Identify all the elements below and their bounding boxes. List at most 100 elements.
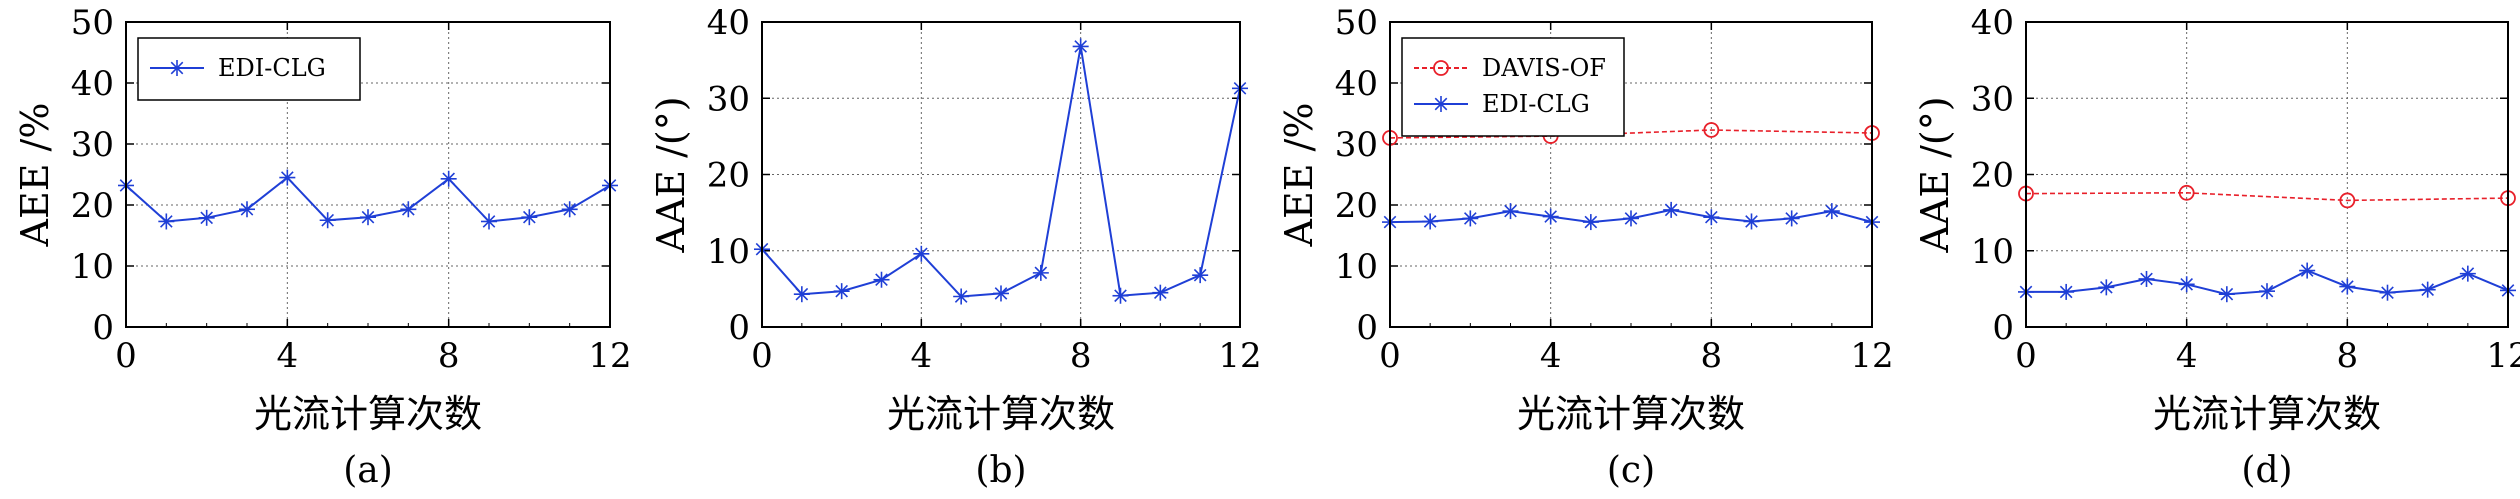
data-point	[2379, 284, 2396, 301]
chart-panel-c: 0 4 8 12 0 10 20 30 40 50 光流计算次数 AEE /% (c) DAVIS-OF E…	[1277, 3, 1894, 491]
x-tick-label: 8	[1701, 336, 1723, 376]
data-point	[1663, 201, 1680, 218]
y-tick-label: 40	[1335, 64, 1378, 104]
y-tick-label: 20	[1971, 156, 2014, 196]
legend-label: EDI-CLG	[218, 54, 326, 82]
y-tick-label: 40	[71, 64, 114, 104]
axes-frame	[125, 21, 611, 328]
data-point	[400, 201, 417, 218]
axes-frame	[761, 21, 1241, 328]
x-tick-label: 0	[751, 336, 773, 376]
x-axis-label: 光流计算次数	[2153, 392, 2381, 436]
data-point	[793, 286, 810, 303]
data-point	[2058, 283, 2075, 300]
data-point	[1422, 213, 1439, 230]
data-point	[1032, 264, 1049, 281]
data-point	[1542, 208, 1559, 225]
y-axis-label: AAE /(°)	[1913, 96, 1957, 253]
series-edi-clg	[1382, 201, 1880, 231]
panel-label: (d)	[2241, 450, 2292, 491]
x-tick-label: 0	[115, 336, 137, 376]
data-point	[2339, 192, 2356, 209]
x-axis-label: 光流计算次数	[1517, 392, 1745, 436]
data-point	[1112, 287, 1129, 304]
y-tick-label: 30	[1335, 125, 1378, 165]
y-tick-label: 20	[71, 186, 114, 226]
data-point	[1743, 213, 1760, 230]
data-point	[2218, 286, 2235, 303]
y-axis-label: AEE /%	[1277, 103, 1321, 248]
y-tick-label: 0	[1992, 308, 2014, 348]
panel-label: (b)	[975, 450, 1026, 491]
legend-box	[1401, 37, 1625, 137]
x-tick-label: 12	[588, 336, 631, 376]
data-point	[481, 213, 497, 230]
data-point	[1823, 203, 1840, 220]
x-tick-label: 12	[1850, 336, 1893, 376]
series-line	[2025, 191, 2509, 202]
legend-marker	[169, 60, 185, 76]
data-point	[1703, 122, 1720, 138]
data-point	[279, 169, 296, 186]
data-point	[1072, 38, 1089, 55]
chart-panel-b: 0 4 8 12 0 10 20 30 40 光流计算次数 AAE /(°) (b)	[649, 3, 1262, 491]
y-tick-label: 0	[728, 308, 750, 348]
x-tick-label: 12	[2486, 336, 2520, 376]
data-point	[521, 209, 538, 226]
y-tick-label: 10	[1971, 232, 2014, 272]
legend: EDI-CLG	[137, 37, 361, 101]
x-tick-label: 0	[2015, 336, 2037, 376]
x-tick-label: 4	[2176, 336, 2198, 376]
data-point	[2299, 262, 2316, 279]
y-tick-label: 10	[71, 247, 114, 287]
plot-area	[762, 22, 1240, 327]
data-point	[953, 288, 970, 305]
data-point	[2098, 279, 2115, 296]
x-axis-label: 光流计算次数	[887, 392, 1115, 436]
y-tick-label: 30	[1971, 79, 2014, 119]
legend-marker	[1433, 96, 1449, 112]
data-point	[158, 213, 175, 230]
axes-frame	[1389, 21, 1873, 328]
panel-label: (c)	[1607, 450, 1655, 491]
x-tick-label: 4	[277, 336, 299, 376]
data-point	[2178, 184, 2195, 201]
axes-frame	[2025, 21, 2509, 328]
series-edi-clg	[118, 169, 618, 230]
x-axis-label: 光流计算次数	[254, 392, 482, 436]
data-point	[1582, 214, 1599, 231]
data-point	[561, 201, 578, 218]
x-tick-label: 0	[1379, 336, 1401, 376]
y-tick-label: 20	[1335, 186, 1378, 226]
y-tick-label: 10	[1335, 247, 1378, 287]
data-point	[2459, 265, 2476, 282]
data-point	[2259, 283, 2275, 300]
data-point	[360, 209, 376, 226]
y-tick-label: 10	[707, 232, 750, 272]
data-point	[198, 209, 215, 226]
y-tick-label: 40	[707, 3, 750, 43]
x-tick-label: 12	[1218, 336, 1261, 376]
data-point	[440, 170, 457, 187]
x-tick-label: 8	[438, 336, 460, 376]
data-point	[1192, 267, 1209, 284]
data-point	[1703, 209, 1720, 226]
x-tick-label: 8	[2337, 336, 2359, 376]
series-line-0	[2018, 184, 2516, 209]
legend-label: DAVIS-OF	[1482, 54, 1606, 82]
data-point	[873, 271, 890, 288]
y-tick-label: 30	[71, 125, 114, 165]
data-point	[1462, 210, 1479, 227]
y-tick-label: 40	[1971, 3, 2014, 43]
data-point	[993, 285, 1009, 302]
legend-label: EDI-CLG	[1482, 90, 1590, 118]
chart-panel-d: 0 4 8 12 0 10 20 30 40 光流计算次数 AAE /(°) (d)	[1913, 3, 2520, 491]
data-point	[319, 212, 336, 229]
chart-panel-a: 0 4 8 12 0 10 20 30 40 50 光流计算次数 AEE /% (a) EDI-CLG	[13, 3, 632, 491]
x-tick-label: 4	[911, 336, 933, 376]
y-tick-label: 0	[92, 308, 114, 348]
x-tick-label: 8	[1070, 336, 1092, 376]
y-tick-label: 0	[1356, 308, 1378, 348]
legend: DAVIS-OF EDI-CLG	[1401, 37, 1625, 137]
